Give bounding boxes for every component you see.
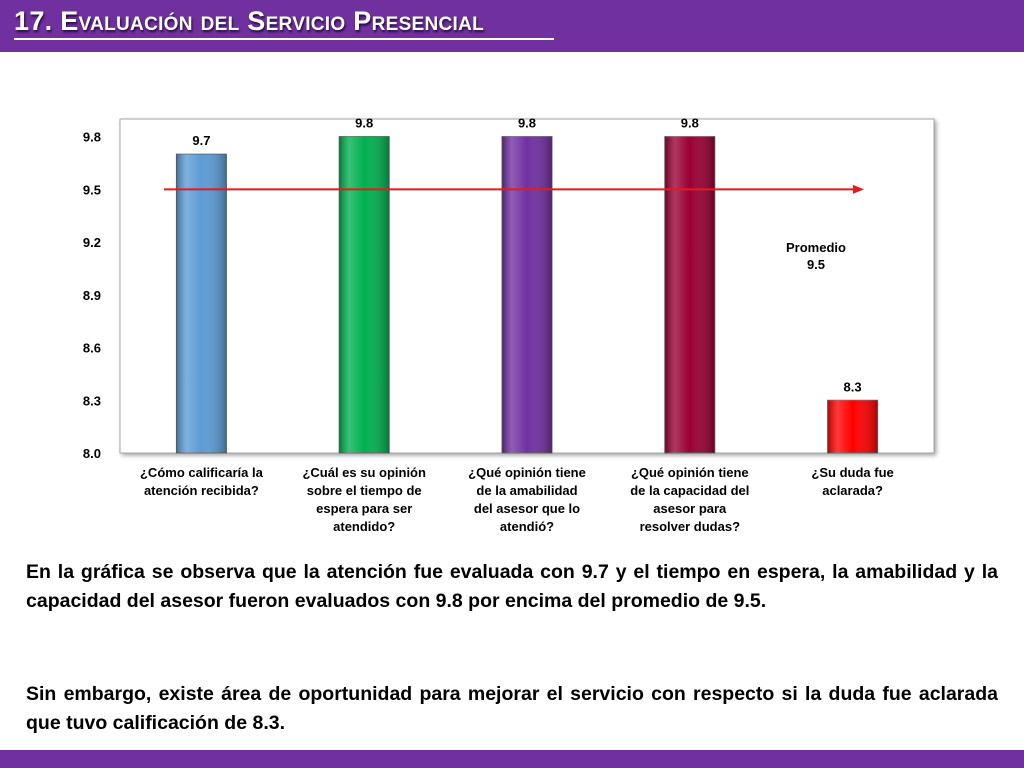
category-label: sobre el tiempo de [307,483,422,498]
category-label: asesor para [653,501,727,516]
category-label: espera para ser [316,501,412,516]
y-tick-label: 8.3 [83,393,101,408]
category-label: de la capacidad del [630,483,749,498]
bar-value-label: 9.8 [355,116,373,131]
category-label: atención recibida? [144,483,259,498]
title-underline [14,38,554,40]
average-label: 9.5 [807,257,825,272]
bar-shading [664,136,715,453]
bar-value-label: 9.8 [518,116,536,131]
average-line-group: Promedio 9.5 [164,184,864,272]
bar-shading [339,136,390,453]
category-label: aclarada? [822,483,883,498]
category-label: ¿Cómo calificaría la [140,465,264,480]
title-bar: 17. Evaluación del Servicio Presencial [0,0,1024,52]
category-label: ¿Qué opinión tiene [468,465,586,480]
bar-shading [176,154,227,453]
bar-value-label: 9.7 [192,133,210,148]
bar-shading [827,400,878,453]
x-axis-labels: ¿Cómo calificaría la atención recibida? ¿C… [140,465,894,534]
category-label: ¿Su duda fue [811,465,893,480]
category-label: atendido? [333,519,395,534]
y-tick-label: 8.6 [83,341,101,356]
category-label: atendió? [500,519,554,534]
average-label: Promedio [786,240,846,255]
category-label: ¿Cuál es su opinión [302,465,426,480]
y-tick-label: 8.0 [83,446,101,461]
y-tick-label: 9.2 [83,235,101,250]
y-tick-label: 9.8 [83,130,101,145]
y-axis: 8.0 8.3 8.6 8.9 9.2 9.5 9.8 [83,130,101,461]
bar-value-label: 8.3 [844,379,862,394]
bar-chart: 8.0 8.3 8.6 8.9 9.2 9.5 9.8 9.7 9.8 9.8 9.8 8.3 Pr… [83,116,935,534]
bar-value-label: 9.8 [681,116,699,131]
description-paragraph-1: En la gráfica se observa que la atención… [26,561,998,612]
bar-shading [502,136,552,453]
footer-bar [0,750,1024,768]
average-arrowhead [853,184,864,194]
description-paragraph-2: Sin embargo, existe área de oportunidad … [26,683,998,734]
category-label: de la amabilidad [476,483,577,498]
slide-title: 17. Evaluación del Servicio Presencial [14,6,485,36]
category-label: resolver dudas? [640,519,740,534]
y-tick-label: 9.5 [83,182,101,197]
y-tick-label: 8.9 [83,288,101,303]
category-label: ¿Qué opinión tiene [631,465,749,480]
category-label: del asesor que lo [474,501,580,516]
